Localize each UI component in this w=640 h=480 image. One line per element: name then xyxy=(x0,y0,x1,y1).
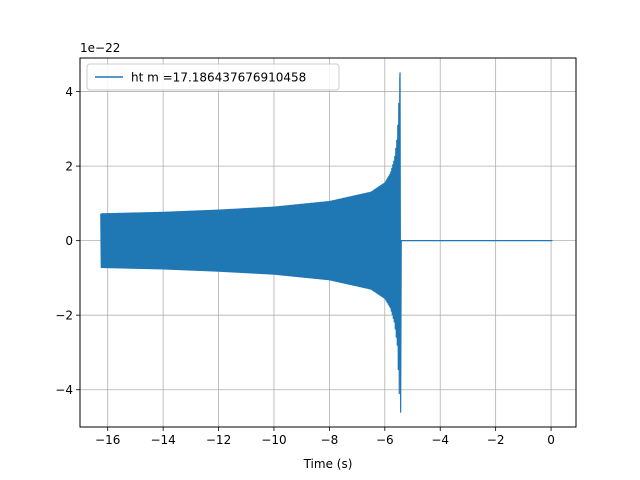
series-line-ht xyxy=(100,72,553,413)
x-axis: −16 −14 −12 −10 −8 −6 −4 −2 0 xyxy=(95,427,555,447)
x-tick-label: −12 xyxy=(206,433,231,447)
legend: ht m =17.186437676910458 xyxy=(86,63,340,91)
legend-entry-label: ht m =17.186437676910458 xyxy=(131,71,306,85)
y-tick-label: 0 xyxy=(65,234,73,248)
y-tick-label: −2 xyxy=(55,309,73,323)
y-tick-label: 4 xyxy=(65,85,73,99)
x-tick-label: −16 xyxy=(95,433,120,447)
y-tick-label: −4 xyxy=(55,383,73,397)
y-offset-label: 1e−22 xyxy=(80,41,120,55)
x-tick-label: 0 xyxy=(547,433,555,447)
x-tick-label: −14 xyxy=(150,433,175,447)
x-axis-label: Time (s) xyxy=(303,457,353,471)
y-tick-label: 2 xyxy=(65,160,73,174)
x-tick-label: −4 xyxy=(431,433,449,447)
x-tick-label: −10 xyxy=(261,433,286,447)
axes-frame xyxy=(79,57,577,428)
series-layer xyxy=(100,72,553,413)
x-tick-label: −2 xyxy=(487,433,505,447)
x-tick-label: −8 xyxy=(321,433,339,447)
y-axis: −4 −2 0 2 4 xyxy=(55,85,80,397)
legend-box xyxy=(86,63,340,91)
x-tick-label: −6 xyxy=(376,433,394,447)
